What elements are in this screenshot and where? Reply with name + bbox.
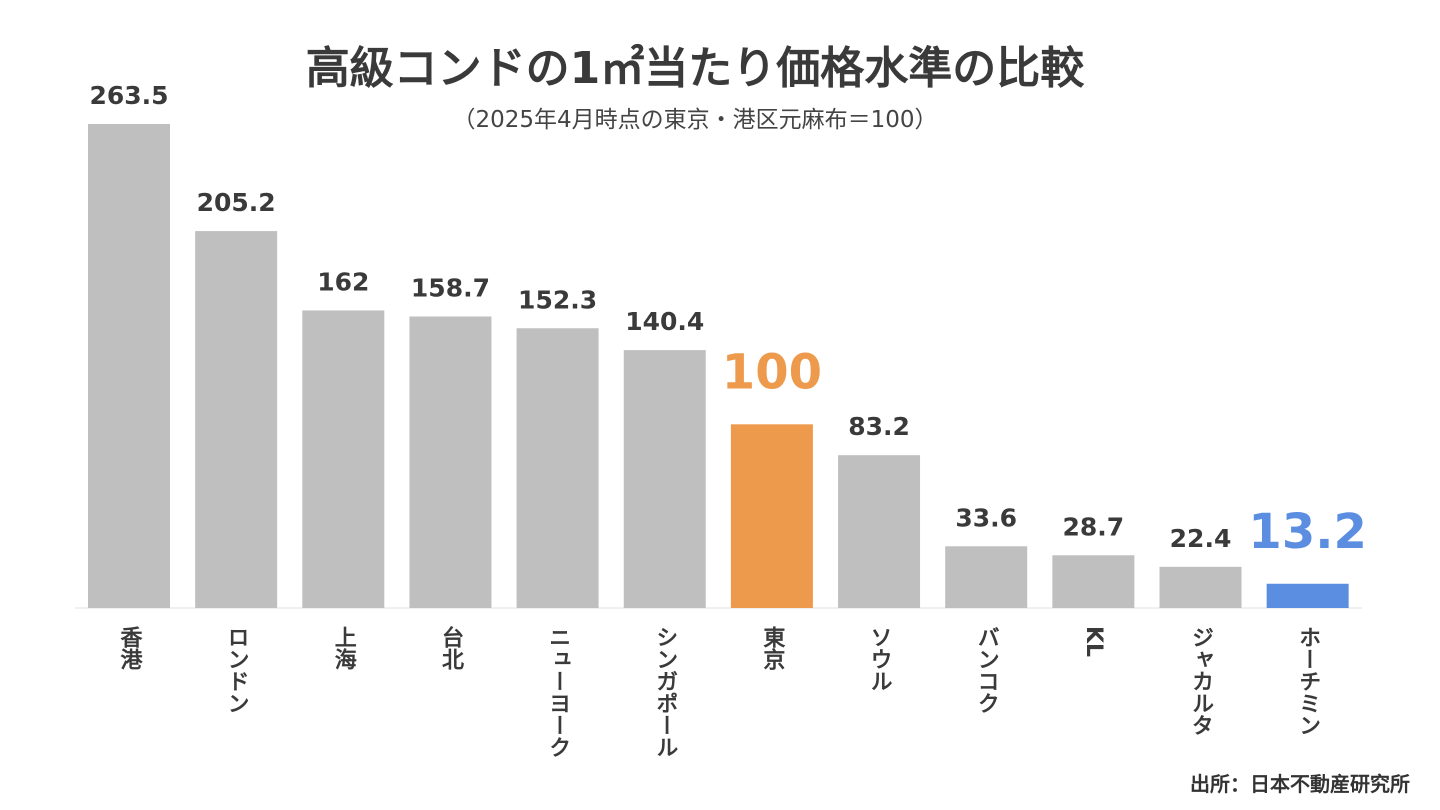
bar-10 <box>1159 566 1242 608</box>
category-label-2: 上海 <box>331 626 357 670</box>
bar-6 <box>730 424 813 608</box>
data-label-9: 28.7 <box>1063 512 1125 541</box>
data-label-3: 158.7 <box>411 273 490 302</box>
data-label-2: 162 <box>317 267 369 296</box>
chart-subtitle: （2025年4月時点の東京・港区元麻布＝100） <box>452 107 938 133</box>
source-note: 出所：日本不動産研究所 <box>1190 772 1410 796</box>
bar-4 <box>516 328 599 608</box>
bar-0 <box>88 124 170 608</box>
category-label-8: バンコク <box>974 626 999 714</box>
category-label-5: シンガポール <box>652 626 677 758</box>
category-label-6: 東京 <box>759 626 785 671</box>
data-label-1: 205.2 <box>197 188 276 217</box>
category-label-7: ソウル <box>867 626 892 692</box>
bar-3 <box>409 316 492 608</box>
chart-title: 高級コンドの1㎡当たり価格水準の比較 <box>305 43 1085 94</box>
data-label-10: 22.4 <box>1170 524 1232 553</box>
data-label-0: 263.5 <box>89 81 168 110</box>
category-label-1: ロンドン <box>224 626 249 714</box>
data-label-7: 83.2 <box>848 412 910 441</box>
data-label-4: 152.3 <box>518 285 597 314</box>
bar-7 <box>838 455 921 608</box>
category-label-10: ジャカルタ <box>1188 626 1213 736</box>
data-label-5: 140.4 <box>625 307 704 336</box>
data-label-6: 100 <box>722 344 822 400</box>
bar-9 <box>1052 555 1135 608</box>
bar-8 <box>945 546 1028 608</box>
bar-5 <box>623 350 706 608</box>
bar-2 <box>302 310 385 608</box>
data-label-11: 13.2 <box>1248 504 1366 560</box>
bar-11 <box>1266 583 1349 608</box>
bar-1 <box>195 231 278 608</box>
data-label-8: 33.6 <box>955 503 1017 532</box>
category-label-4: ニューヨーク <box>545 626 570 758</box>
category-label-9: KL <box>1081 626 1106 657</box>
category-label-11: ホーチミン <box>1295 626 1320 736</box>
category-label-0: 香港 <box>117 626 143 670</box>
category-label-3: 台北 <box>438 625 464 670</box>
